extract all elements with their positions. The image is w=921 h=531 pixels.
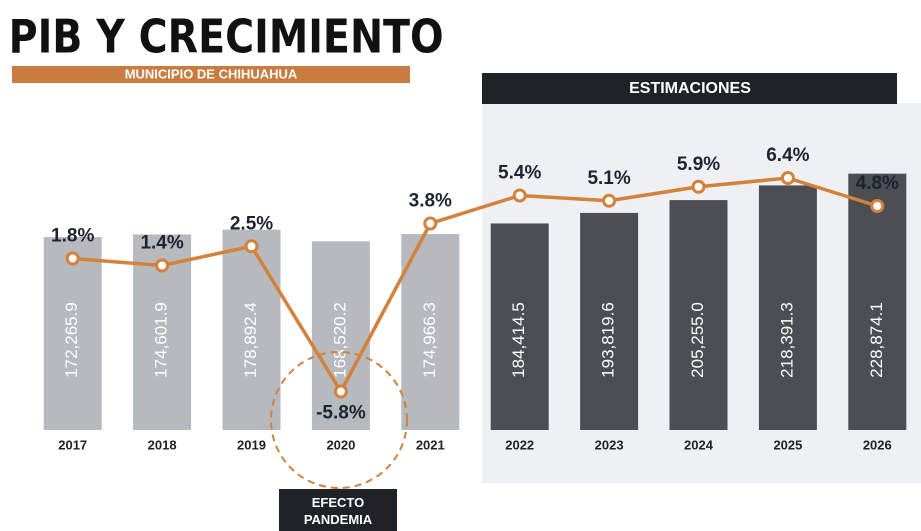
growth-label: 4.8% — [856, 173, 899, 194]
growth-label: 5.4% — [498, 163, 541, 184]
x-tick-label: 2025 — [773, 437, 802, 452]
growth-point — [65, 251, 80, 266]
x-tick-label: 2019 — [237, 437, 266, 452]
bar-value-label: 184,414.5 — [509, 302, 528, 378]
growth-label: 6.4% — [766, 145, 809, 166]
bar — [43, 237, 102, 430]
growth-point — [423, 216, 438, 231]
growth-label: 5.1% — [587, 168, 630, 189]
bar — [490, 223, 549, 430]
bar-value-label: 193,819.6 — [599, 302, 618, 378]
growth-label: 5.9% — [677, 154, 720, 175]
bar-value-label: 174,601.9 — [152, 302, 171, 378]
x-tick-label: 2017 — [58, 437, 87, 452]
growth-line — [72, 176, 878, 396]
growth-label: 1.4% — [140, 233, 183, 254]
growth-point — [155, 258, 170, 273]
pandemic-label: EFECTO PANDEMIA — [279, 489, 397, 531]
growth-point — [244, 239, 259, 254]
growth-point — [333, 384, 348, 399]
bar-value-label: 205,255.0 — [688, 302, 707, 378]
pandemic-circle — [270, 351, 408, 489]
bar-value-label: 218,391.3 — [777, 302, 796, 378]
bar — [580, 212, 639, 430]
bar — [311, 241, 370, 430]
bar-value-label: 228,874.1 — [867, 302, 886, 378]
x-tick-label: 2024 — [684, 437, 714, 452]
bar — [669, 200, 728, 430]
growth-point — [691, 179, 706, 194]
bar — [401, 234, 460, 430]
bar-value-label: 168,520.2 — [330, 302, 349, 378]
chart-title: PIB Y CRECIMIENTO — [9, 11, 444, 65]
bar-value-label: 178,892.4 — [241, 302, 260, 378]
bar-value-label: 172,265.9 — [62, 302, 81, 378]
plot: 2017 2018 2019 2020 2021 2022 2023 2024 2025 2026… — [43, 145, 907, 452]
x-tick-label: 2020 — [326, 437, 355, 452]
growth-label: -5.8% — [316, 403, 366, 424]
x-tick-label: 2026 — [863, 437, 892, 452]
estimates-band — [482, 73, 897, 104]
estimates-label: ESTIMACIONES — [629, 80, 751, 97]
growth-point — [602, 193, 617, 208]
subtitle: MUNICIPIO DE CHIHUAHUA — [125, 66, 298, 81]
x-tick-label: 2018 — [148, 437, 177, 452]
subtitle-band — [12, 66, 410, 83]
pandemic-box: EFECTO PANDEMIA — [279, 489, 397, 531]
x-tick-label: 2023 — [595, 437, 624, 452]
growth-point — [870, 199, 885, 213]
growth-label: 1.8% — [51, 226, 94, 247]
bar — [758, 185, 817, 430]
x-tick-label: 2022 — [505, 437, 534, 452]
bar — [848, 173, 907, 430]
bar — [222, 229, 281, 430]
x-tick-label: 2021 — [416, 437, 445, 452]
growth-point — [780, 171, 795, 185]
growth-point — [512, 188, 527, 203]
bar-value-label: 174,966.3 — [420, 302, 439, 378]
growth-label: 2.5% — [230, 213, 273, 234]
growth-label: 3.8% — [409, 191, 452, 212]
